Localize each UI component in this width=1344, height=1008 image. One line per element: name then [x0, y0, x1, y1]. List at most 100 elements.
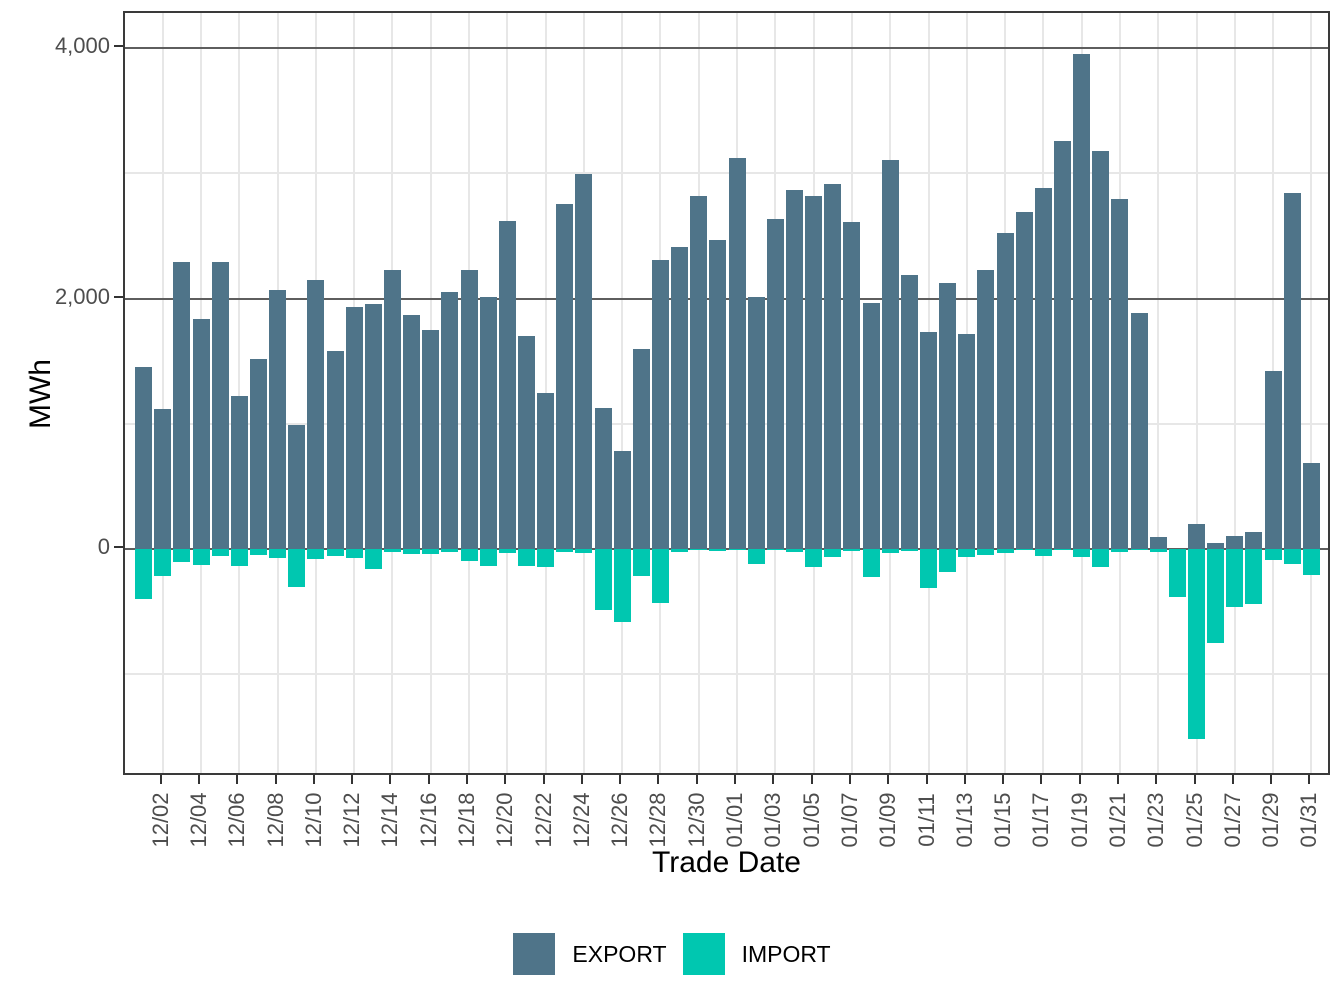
- bar-export: [805, 195, 823, 550]
- bar-import: [479, 549, 497, 566]
- horizontal-major-gridline: [125, 297, 1328, 300]
- legend-swatch-import: [682, 933, 725, 975]
- bar-export: [135, 367, 153, 550]
- x-tick-mark: [657, 775, 660, 784]
- bar-export: [249, 359, 267, 550]
- bar-import: [977, 549, 995, 556]
- bar-export: [1188, 524, 1206, 550]
- bar-export: [403, 315, 421, 550]
- bar-export: [288, 425, 306, 550]
- bar-import: [824, 549, 842, 558]
- bar-export: [1015, 211, 1033, 550]
- bar-import: [154, 549, 172, 576]
- bar-import: [1302, 549, 1320, 575]
- bar-import: [1168, 549, 1186, 598]
- bar-export: [269, 290, 287, 550]
- bar-import: [747, 549, 765, 565]
- bar-export: [154, 409, 172, 550]
- bar-export: [709, 239, 727, 550]
- bar-export: [326, 350, 344, 550]
- bar-import: [920, 549, 938, 588]
- bar-export: [1092, 150, 1110, 550]
- bar-export: [192, 318, 210, 550]
- legend: EXPORT IMPORT: [0, 930, 1344, 978]
- x-tick-mark: [427, 775, 430, 784]
- bar-import: [939, 549, 957, 572]
- bar-export: [307, 280, 325, 550]
- x-tick-mark: [466, 775, 469, 784]
- bar-export: [364, 303, 382, 550]
- bar-import: [211, 549, 229, 556]
- x-tick-mark: [1155, 775, 1158, 784]
- bar-import: [326, 549, 344, 556]
- x-tick-mark: [351, 775, 354, 784]
- x-tick-mark: [1270, 775, 1273, 784]
- legend-label: IMPORT: [741, 940, 831, 967]
- bar-export: [766, 219, 784, 550]
- horizontal-major-gridline: [125, 47, 1328, 50]
- x-tick-mark: [619, 775, 622, 784]
- horizontal-minor-gridline: [125, 422, 1328, 425]
- bar-import: [1092, 549, 1110, 567]
- x-tick-mark: [159, 775, 162, 784]
- bar-import: [881, 549, 899, 554]
- x-tick-mark: [925, 775, 928, 784]
- x-tick-mark: [236, 775, 239, 784]
- bar-import: [288, 549, 306, 587]
- y-tick-label: 4,000: [54, 33, 110, 59]
- x-tick-mark: [1308, 775, 1311, 784]
- horizontal-minor-gridline: [125, 172, 1328, 175]
- bar-export: [1245, 531, 1263, 550]
- horizontal-major-gridline: [125, 548, 1328, 551]
- legend-label: EXPORT: [572, 940, 667, 967]
- plot-panel: [123, 11, 1330, 775]
- bar-export: [651, 259, 669, 550]
- bar-export: [1302, 462, 1320, 550]
- bar-export: [1149, 536, 1167, 550]
- bar-import: [1207, 549, 1225, 643]
- bar-import: [537, 549, 555, 568]
- bar-export: [747, 297, 765, 550]
- bar-import: [1111, 549, 1129, 552]
- x-tick-mark: [810, 775, 813, 784]
- x-tick-mark: [963, 775, 966, 784]
- y-tick-mark: [114, 295, 123, 298]
- bar-export: [881, 160, 899, 550]
- vertical-gridline: [1157, 13, 1160, 773]
- vertical-gridline: [1233, 13, 1236, 773]
- bar-import: [1034, 549, 1052, 556]
- bar-import: [613, 549, 631, 622]
- bar-export: [594, 407, 612, 550]
- y-tick-mark: [114, 45, 123, 48]
- bar-import: [230, 549, 248, 566]
- bar-import: [594, 549, 612, 611]
- bar-import: [996, 549, 1014, 554]
- bar-import: [1264, 549, 1282, 561]
- bar-import: [728, 549, 746, 551]
- bar-export: [900, 274, 918, 550]
- bar-import: [173, 549, 191, 562]
- bar-import: [1015, 549, 1033, 551]
- legend-swatch-export: [513, 933, 556, 975]
- y-axis-title: MWh: [24, 359, 57, 429]
- bar-export: [1207, 542, 1225, 550]
- legend-item-import: IMPORT: [682, 933, 831, 975]
- x-tick-mark: [1116, 775, 1119, 784]
- bar-import: [441, 549, 459, 552]
- x-tick-mark: [848, 775, 851, 784]
- bar-export: [671, 246, 689, 550]
- bar-export: [977, 270, 995, 550]
- x-tick-mark: [1040, 775, 1043, 784]
- x-tick-mark: [772, 775, 775, 784]
- bar-import: [651, 549, 669, 603]
- bar-import: [671, 549, 689, 552]
- horizontal-minor-gridline: [125, 673, 1328, 676]
- bar-import: [900, 549, 918, 551]
- bar-export: [824, 183, 842, 550]
- x-tick-mark: [1231, 775, 1234, 784]
- bar-export: [211, 261, 229, 550]
- bar-export: [460, 270, 478, 550]
- bar-export: [920, 331, 938, 550]
- bar-export: [996, 233, 1014, 550]
- x-tick-mark: [312, 775, 315, 784]
